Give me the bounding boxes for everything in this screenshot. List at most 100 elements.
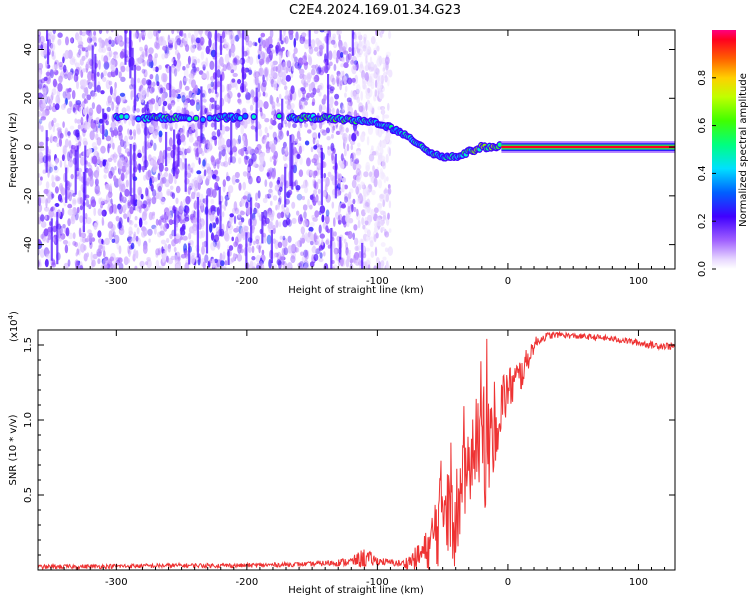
noise-streak (245, 232, 248, 269)
noise-dot (218, 150, 222, 161)
noise-dot (361, 70, 366, 80)
noise-dot (339, 44, 343, 52)
noise-dot (238, 221, 243, 226)
noise-dot (38, 151, 44, 159)
noise-dot (86, 79, 90, 85)
noise-dot (363, 171, 369, 178)
noise-dot (221, 204, 227, 209)
noise-dot (128, 220, 134, 226)
snr-y-label: SNR (10 * v/v) (8, 414, 19, 485)
noise-dot (135, 65, 142, 71)
noise-dot (332, 266, 336, 269)
noise-dot (330, 74, 335, 83)
noise-dot (358, 102, 364, 112)
noise-dot (234, 35, 239, 42)
noise-dot (161, 214, 165, 219)
noise-streak (188, 243, 191, 265)
noise-dot (182, 66, 186, 71)
noise-dot (175, 221, 179, 228)
noise-dot (129, 84, 134, 90)
noise-dot (204, 139, 211, 149)
noise-dot (38, 84, 43, 91)
noise-dot (96, 71, 100, 77)
noise-dot (129, 206, 134, 215)
noise-dot (192, 217, 198, 223)
noise-dot (72, 107, 76, 113)
noise-dot (278, 195, 282, 205)
noise-dot (263, 136, 268, 145)
noise-dot (47, 96, 51, 104)
noise-dot (353, 224, 358, 231)
noise-dot (138, 163, 142, 173)
noise-dot (168, 44, 174, 49)
noise-dot (196, 170, 202, 175)
noise-dot (176, 52, 181, 61)
noise-dot (52, 102, 56, 108)
noise-dot (380, 226, 385, 232)
noise-dot (201, 61, 207, 67)
signal-point (200, 117, 206, 122)
noise-dot (270, 117, 273, 125)
noise-dot (151, 81, 156, 87)
noise-dot (344, 196, 349, 203)
noise-dot (68, 100, 73, 108)
noise-dot (207, 31, 212, 40)
noise-dot (54, 186, 59, 194)
noise-dot (223, 38, 227, 48)
noise-dot (148, 102, 153, 113)
noise-dot (331, 107, 335, 115)
noise-dot (216, 129, 221, 137)
noise-dot (229, 213, 234, 218)
signal-point (187, 116, 192, 122)
noise-dot (142, 244, 148, 254)
noise-dot (272, 72, 278, 80)
noise-streak (174, 209, 177, 237)
noise-dot (323, 172, 327, 179)
noise-dot (314, 210, 320, 218)
noise-dot (199, 36, 205, 46)
noise-streak (129, 31, 132, 79)
noise-dot (242, 144, 246, 151)
noise-dot (125, 169, 130, 175)
noise-dot (74, 241, 78, 248)
noise-dot (105, 135, 112, 142)
noise-dot (366, 257, 372, 266)
noise-dot (72, 207, 77, 216)
noise-dot (264, 118, 270, 123)
noise-dot (276, 179, 281, 185)
noise-dot (266, 234, 272, 245)
noise-dot (243, 146, 248, 152)
noise-dot (142, 210, 148, 217)
noise-dot (79, 106, 82, 114)
noise-dot (38, 179, 43, 186)
noise-dot (328, 50, 333, 61)
noise-dot (375, 257, 380, 264)
snr-series-line (38, 331, 675, 570)
noise-dot (257, 190, 261, 199)
noise-streak (361, 242, 364, 269)
noise-dot (63, 262, 69, 269)
x-tick-label: -300 (105, 577, 128, 588)
noise-dot (111, 101, 115, 111)
noise-dot (317, 178, 322, 184)
noise-dot (241, 135, 245, 142)
noise-dot (62, 224, 66, 229)
noise-dot (106, 260, 113, 269)
noise-dot (325, 194, 331, 203)
noise-dot (381, 159, 386, 170)
noise-dot (312, 217, 318, 222)
noise-dot (152, 189, 157, 197)
noise-dot (329, 86, 335, 92)
noise-dot (365, 247, 370, 252)
noise-dot (211, 210, 216, 217)
noise-dot (50, 207, 54, 212)
noise-dot (120, 172, 125, 182)
noise-dot (42, 43, 48, 48)
noise-dot (198, 157, 201, 165)
noise-dot (93, 30, 97, 36)
noise-dot (76, 51, 81, 58)
noise-dot (178, 83, 182, 91)
noise-dot (202, 98, 207, 103)
noise-dot (146, 198, 152, 206)
noise-dot (198, 147, 203, 155)
